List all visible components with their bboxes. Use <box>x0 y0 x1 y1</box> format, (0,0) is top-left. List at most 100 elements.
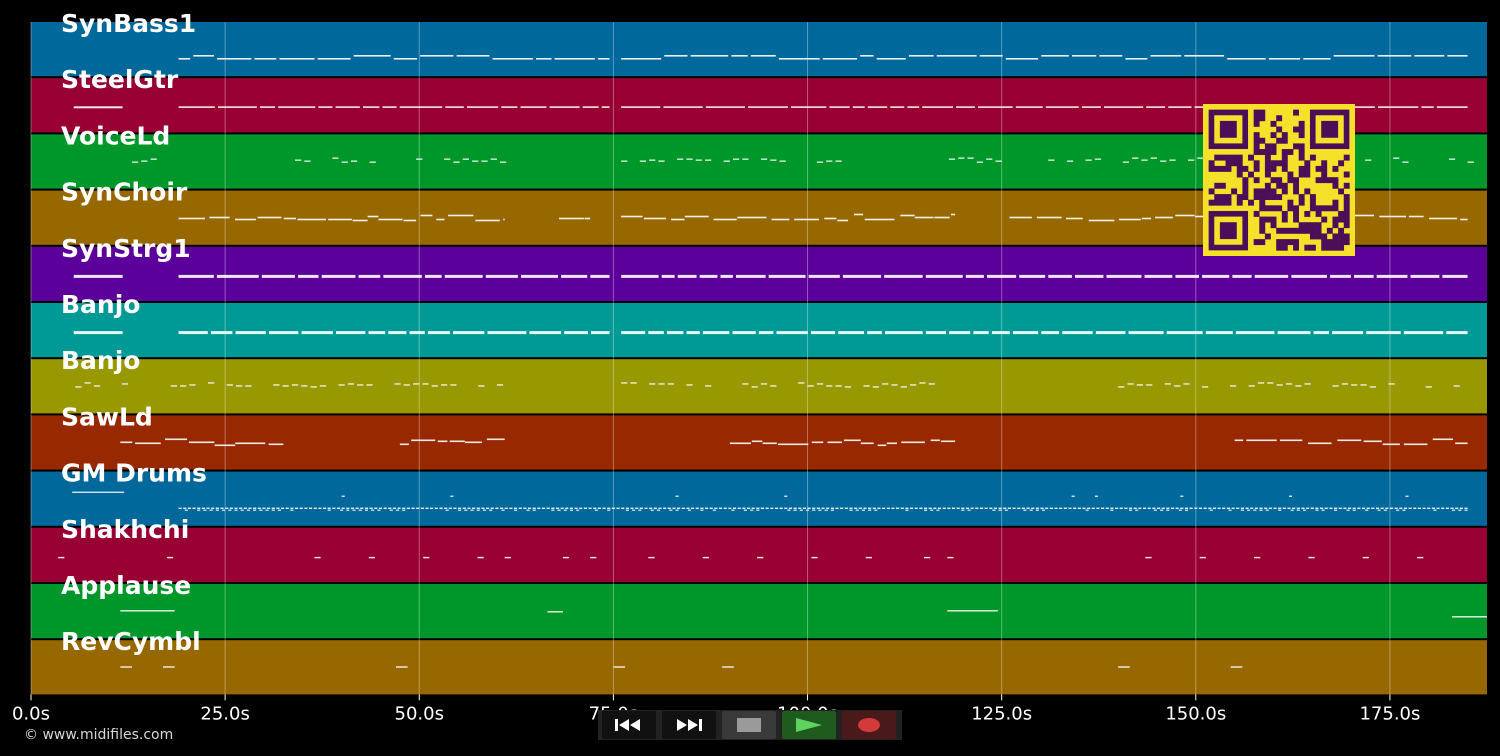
note <box>1410 274 1440 278</box>
note <box>1110 509 1114 511</box>
note <box>751 386 758 388</box>
note <box>1101 507 1105 509</box>
x-tick-label: 0.0s <box>12 703 50 724</box>
note <box>621 58 662 60</box>
note <box>420 507 424 509</box>
note <box>760 383 768 385</box>
note <box>464 441 482 444</box>
note <box>1007 507 1011 509</box>
note <box>246 509 250 511</box>
note <box>319 385 327 387</box>
note <box>684 215 709 218</box>
note <box>607 507 611 509</box>
note <box>1403 507 1408 509</box>
note <box>276 507 280 509</box>
note <box>1377 55 1412 57</box>
rewind-button[interactable] <box>602 711 656 739</box>
note <box>590 274 610 278</box>
note <box>1369 386 1376 388</box>
note <box>687 509 692 511</box>
note <box>1379 215 1407 218</box>
note-group <box>120 610 1487 618</box>
note <box>905 509 909 511</box>
note <box>321 274 356 278</box>
note <box>1236 507 1240 509</box>
note <box>663 507 667 509</box>
note <box>874 509 878 511</box>
record-button[interactable] <box>842 711 896 739</box>
note <box>317 58 351 60</box>
note <box>1268 507 1272 509</box>
note <box>217 58 252 60</box>
note <box>501 509 505 511</box>
note <box>1417 556 1424 559</box>
x-tick-label: 150.0s <box>1165 703 1226 724</box>
note <box>1246 439 1277 442</box>
note <box>611 507 615 509</box>
note <box>877 507 881 509</box>
note <box>656 509 660 511</box>
note <box>366 384 373 386</box>
note <box>621 215 643 218</box>
note <box>425 507 429 509</box>
note <box>1106 274 1142 278</box>
x-tick-label: 50.0s <box>395 703 444 724</box>
play-button[interactable] <box>782 711 836 739</box>
note <box>1292 507 1296 509</box>
note <box>1138 507 1142 509</box>
note <box>394 383 401 385</box>
note <box>495 507 499 509</box>
stop-button[interactable] <box>722 711 776 739</box>
note <box>1003 507 1007 509</box>
note <box>863 385 870 387</box>
note <box>590 556 597 559</box>
note <box>737 216 767 219</box>
track-label: Banjo <box>61 346 140 375</box>
note <box>947 556 954 559</box>
note <box>1441 507 1445 509</box>
track-row <box>31 22 1487 77</box>
note <box>368 556 376 559</box>
note <box>666 331 684 335</box>
fast-forward-button[interactable] <box>662 711 716 739</box>
note <box>1045 507 1049 509</box>
note <box>1012 331 1039 335</box>
note <box>1240 509 1244 511</box>
note <box>593 507 597 509</box>
note <box>1156 507 1161 509</box>
note <box>907 106 920 108</box>
note <box>758 331 774 335</box>
note <box>388 507 392 509</box>
note <box>551 507 555 509</box>
track-lane <box>31 471 1487 526</box>
note <box>1048 159 1055 161</box>
note <box>1095 331 1126 335</box>
note <box>677 274 697 278</box>
note <box>900 214 915 217</box>
note <box>482 509 487 511</box>
note <box>1036 216 1062 219</box>
note <box>1315 507 1319 509</box>
note <box>630 507 634 509</box>
note <box>395 509 400 511</box>
note <box>569 507 574 509</box>
note <box>166 556 174 559</box>
note <box>304 507 308 509</box>
note <box>648 556 655 559</box>
note <box>743 509 747 511</box>
note <box>1362 556 1369 559</box>
note <box>279 58 315 60</box>
note <box>824 217 837 220</box>
note <box>1315 509 1319 511</box>
note <box>1004 509 1008 511</box>
note <box>677 158 684 160</box>
note <box>1169 159 1176 161</box>
note <box>1160 160 1167 162</box>
note <box>203 509 207 511</box>
note <box>416 158 423 160</box>
note <box>961 509 965 511</box>
note <box>686 158 693 160</box>
note <box>827 441 842 444</box>
note <box>487 331 527 335</box>
note <box>910 384 917 386</box>
